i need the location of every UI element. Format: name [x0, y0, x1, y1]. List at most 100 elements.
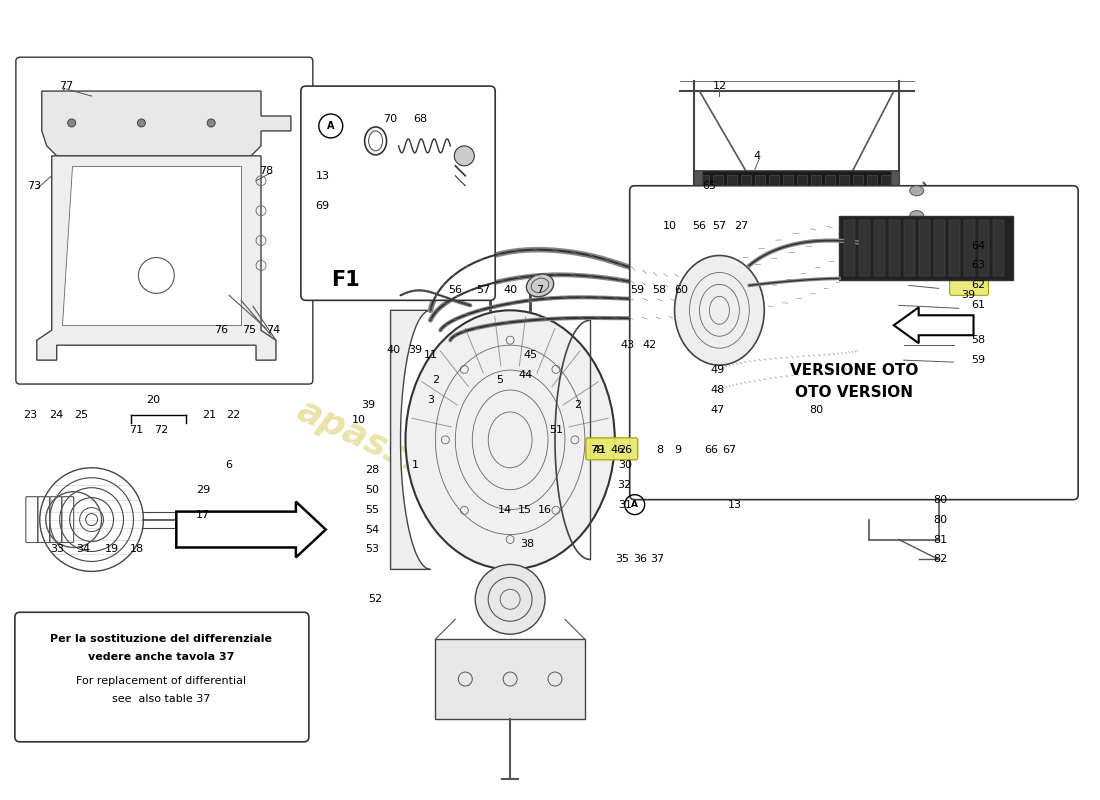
Text: 66: 66 [704, 445, 718, 455]
Bar [727, 174, 737, 242]
FancyBboxPatch shape [301, 86, 495, 300]
FancyBboxPatch shape [949, 255, 989, 275]
Ellipse shape [406, 310, 615, 570]
Bar [889, 220, 900, 277]
Polygon shape [42, 91, 290, 156]
Bar [993, 220, 1004, 277]
Text: 74: 74 [266, 326, 280, 335]
Text: 56: 56 [693, 221, 706, 230]
Text: 10: 10 [352, 415, 365, 425]
Text: 79: 79 [590, 445, 604, 455]
Bar [741, 174, 751, 242]
Text: 39: 39 [362, 400, 376, 410]
Bar [700, 174, 710, 242]
Text: 15: 15 [518, 505, 532, 514]
Bar [811, 174, 821, 242]
Bar [859, 220, 870, 277]
Text: vedere anche tavola 37: vedere anche tavola 37 [88, 652, 234, 662]
Ellipse shape [910, 186, 924, 196]
Text: 80: 80 [934, 494, 948, 505]
Polygon shape [62, 166, 241, 326]
Bar [948, 220, 959, 277]
Polygon shape [894, 307, 974, 343]
Text: apassion4cars: apassion4cars [292, 393, 570, 546]
Polygon shape [36, 156, 276, 360]
Bar [891, 170, 899, 246]
Text: 52: 52 [368, 594, 383, 604]
Text: 24: 24 [50, 410, 64, 420]
Text: 33: 33 [50, 545, 64, 554]
Ellipse shape [910, 230, 924, 241]
Text: 25: 25 [75, 410, 89, 420]
FancyBboxPatch shape [586, 438, 638, 460]
Text: 64: 64 [971, 241, 986, 250]
Text: 23: 23 [23, 410, 37, 420]
Polygon shape [176, 502, 326, 558]
Bar [904, 220, 915, 277]
Bar [839, 216, 1013, 281]
Text: 63: 63 [971, 261, 986, 270]
Text: VERSIONE OTO: VERSIONE OTO [790, 362, 918, 378]
Text: 6: 6 [226, 460, 232, 470]
Text: 41: 41 [593, 445, 607, 455]
Circle shape [475, 565, 544, 634]
Text: 62: 62 [971, 280, 986, 290]
Bar [844, 220, 855, 277]
Text: 55: 55 [365, 505, 380, 514]
Text: 81: 81 [934, 534, 948, 545]
Ellipse shape [674, 255, 764, 365]
Text: 76: 76 [214, 326, 228, 335]
Text: 13: 13 [727, 500, 741, 510]
Bar [714, 174, 724, 242]
Text: 1: 1 [412, 460, 419, 470]
Text: 28: 28 [365, 465, 380, 474]
Text: 26: 26 [618, 445, 631, 455]
Text: 82: 82 [934, 554, 948, 565]
Text: 30: 30 [618, 460, 631, 470]
Text: 2: 2 [574, 400, 582, 410]
Text: 40: 40 [503, 286, 517, 295]
Text: 2: 2 [432, 375, 439, 385]
Text: 39: 39 [961, 290, 976, 300]
Text: 60: 60 [674, 286, 689, 295]
Bar [694, 170, 899, 246]
Text: 18: 18 [130, 545, 143, 554]
Text: 70: 70 [384, 114, 397, 124]
Text: 19: 19 [104, 545, 119, 554]
Text: 20: 20 [146, 395, 161, 405]
Text: 57: 57 [713, 221, 726, 230]
Text: 51: 51 [549, 425, 563, 435]
Text: 48: 48 [711, 385, 725, 395]
FancyBboxPatch shape [15, 57, 312, 384]
Text: A: A [631, 500, 638, 509]
Text: 72: 72 [154, 425, 168, 435]
Text: For replacement of differential: For replacement of differential [76, 676, 246, 686]
Text: 38: 38 [520, 539, 535, 550]
Text: 67: 67 [723, 445, 736, 455]
Text: 58: 58 [971, 335, 986, 346]
Text: 21: 21 [202, 410, 217, 420]
Text: Per la sostituzione del differenziale: Per la sostituzione del differenziale [51, 634, 273, 644]
Text: 61: 61 [971, 300, 986, 310]
Text: 59: 59 [971, 355, 986, 365]
FancyBboxPatch shape [436, 639, 585, 719]
Text: 56: 56 [449, 286, 462, 295]
Text: 29: 29 [196, 485, 210, 494]
Bar [881, 174, 891, 242]
Circle shape [207, 119, 216, 127]
Text: 37: 37 [650, 554, 664, 565]
Bar [769, 174, 779, 242]
Text: 5: 5 [497, 375, 504, 385]
Text: 46: 46 [610, 445, 625, 455]
Bar [825, 174, 835, 242]
Bar [756, 174, 766, 242]
Bar [964, 220, 975, 277]
Text: 3: 3 [427, 395, 433, 405]
Bar [934, 220, 945, 277]
Text: 58: 58 [652, 286, 667, 295]
Bar [694, 170, 703, 246]
Text: 54: 54 [365, 525, 380, 534]
Text: 35: 35 [615, 554, 629, 565]
Text: 36: 36 [632, 554, 647, 565]
Text: 17: 17 [196, 510, 210, 520]
